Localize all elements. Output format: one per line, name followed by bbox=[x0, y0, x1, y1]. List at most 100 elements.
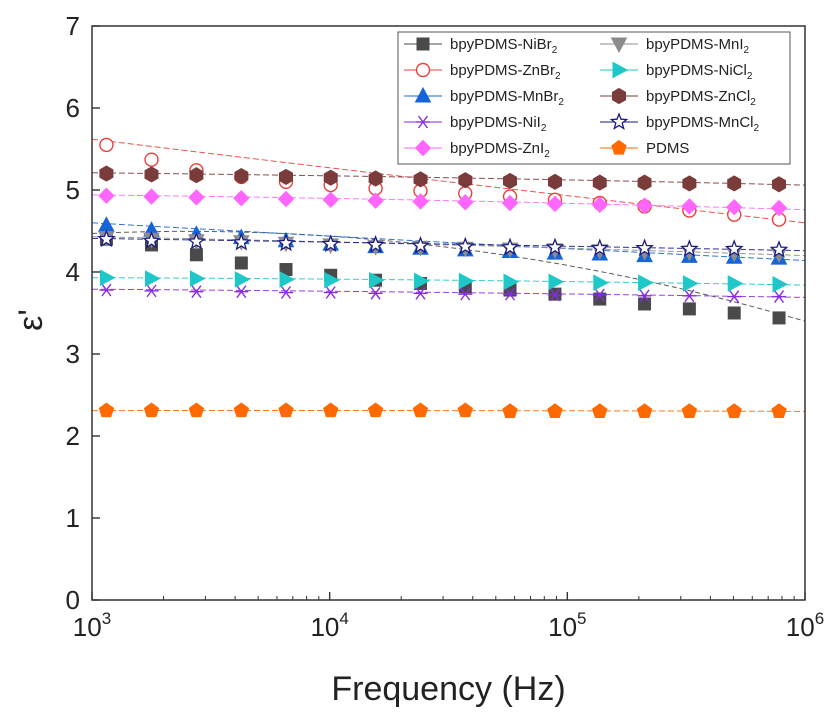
data-point-s8-11 bbox=[590, 238, 610, 257]
data-point-s8-10 bbox=[545, 237, 565, 256]
data-point-s9-6 bbox=[367, 402, 384, 418]
legend-label-2: bpyPDMS-MnBr2 bbox=[450, 88, 564, 108]
data-point-s3-2 bbox=[189, 285, 204, 299]
data-point-s3-13 bbox=[682, 289, 697, 303]
data-point-s7-5 bbox=[323, 169, 338, 186]
data-point-s3-11 bbox=[592, 288, 607, 302]
data-point-s8-12 bbox=[635, 238, 654, 257]
legend-marker-6 bbox=[612, 61, 629, 79]
data-point-s6-0 bbox=[99, 269, 116, 287]
legend-marker-5 bbox=[610, 37, 628, 54]
data-point-s8-13 bbox=[680, 239, 699, 257]
data-point-s6-4 bbox=[279, 271, 296, 288]
data-point-s9-14 bbox=[726, 403, 742, 418]
data-point-s4-7 bbox=[412, 193, 429, 210]
data-point-s4-11 bbox=[591, 196, 609, 214]
data-point-s9-1 bbox=[143, 402, 160, 418]
data-point-s6-11 bbox=[593, 274, 609, 292]
data-point-s4-2 bbox=[188, 189, 205, 206]
data-point-s0-2 bbox=[189, 248, 203, 262]
axis-ticks: 0 1 2 3 4 5 6 7 103 104 105 106 bbox=[66, 11, 825, 642]
data-point-s8-0 bbox=[97, 229, 116, 248]
legend-label-6: bpyPDMS-NiCl2 bbox=[646, 62, 753, 82]
legend-label-7: bpyPDMS-ZnCl2 bbox=[646, 88, 756, 108]
data-point-s7-9 bbox=[503, 172, 517, 190]
legend-label-0: bpyPDMS-NiBr2 bbox=[450, 36, 558, 56]
data-point-s6-3 bbox=[234, 271, 251, 288]
data-point-s7-6 bbox=[368, 170, 383, 187]
y-axis-title: ε' bbox=[12, 309, 50, 331]
data-point-s4-3 bbox=[233, 189, 250, 207]
data-point-s6-15 bbox=[772, 275, 789, 293]
data-point-s4-1 bbox=[143, 188, 160, 205]
data-point-s8-1 bbox=[142, 230, 161, 249]
fit-line-2 bbox=[91, 222, 806, 261]
data-point-s6-14 bbox=[727, 275, 744, 292]
data-point-s8-14 bbox=[724, 239, 744, 257]
x-tick-label-3: 103 bbox=[73, 609, 111, 642]
data-point-s9-0 bbox=[98, 402, 115, 418]
y-tick-label-3: 3 bbox=[66, 339, 80, 369]
data-point-s9-7 bbox=[412, 402, 429, 418]
data-point-s0-15 bbox=[772, 311, 786, 325]
data-point-s4-5 bbox=[322, 191, 339, 209]
data-point-s3-9 bbox=[503, 287, 518, 301]
data-point-s8-2 bbox=[187, 231, 206, 250]
legend: bpyPDMS-NiBr2 bpyPDMS-MnI2 bpyPDMS-ZnBr2 bp… bbox=[397, 31, 791, 165]
y-tick-label-0: 0 bbox=[66, 585, 80, 615]
legend-label-8: bpyPDMS-MnCl2 bbox=[646, 114, 760, 134]
data-point-s1-0 bbox=[99, 137, 114, 153]
data-point-s7-11 bbox=[592, 174, 607, 191]
data-point-s9-12 bbox=[636, 403, 653, 418]
data-point-s4-14 bbox=[725, 198, 743, 216]
data-point-s3-0 bbox=[99, 283, 114, 297]
data-point-s0-14 bbox=[727, 306, 741, 320]
data-point-s9-2 bbox=[188, 402, 205, 418]
data-point-s6-13 bbox=[682, 275, 699, 292]
data-point-s3-10 bbox=[547, 288, 562, 302]
data-point-s4-13 bbox=[681, 198, 698, 215]
data-point-s3-4 bbox=[278, 286, 293, 299]
data-point-s8-9 bbox=[500, 237, 520, 256]
y-tick-label-7: 7 bbox=[66, 11, 80, 41]
data-point-s7-8 bbox=[458, 172, 473, 189]
fit-line-3 bbox=[91, 288, 806, 298]
legend-marker-9 bbox=[611, 139, 627, 155]
data-point-s7-2 bbox=[189, 167, 204, 184]
data-point-s3-14 bbox=[727, 290, 742, 304]
data-point-s0-13 bbox=[682, 302, 696, 316]
data-point-s7-0 bbox=[99, 165, 114, 182]
data-point-s3-15 bbox=[772, 290, 787, 304]
legend-label-1: bpyPDMS-ZnBr2 bbox=[450, 62, 561, 82]
data-point-s8-4 bbox=[276, 233, 296, 252]
data-point-s7-3 bbox=[234, 168, 249, 185]
plot-frame bbox=[91, 25, 806, 601]
data-point-s3-3 bbox=[234, 285, 249, 299]
legend-marker-0 bbox=[416, 37, 430, 51]
fit-line-1 bbox=[91, 138, 806, 224]
data-point-s7-4 bbox=[279, 168, 293, 185]
data-point-s7-13 bbox=[682, 175, 697, 192]
data-point-s3-1 bbox=[144, 284, 159, 298]
data-point-s7-10 bbox=[548, 173, 562, 190]
data-point-s0-11 bbox=[593, 292, 607, 306]
data-point-s4-12 bbox=[636, 197, 653, 214]
data-point-s7-14 bbox=[727, 175, 742, 192]
legend-marker-3 bbox=[416, 115, 430, 129]
data-point-s0-12 bbox=[638, 297, 652, 311]
x-axis-title: Frequency (Hz) bbox=[331, 670, 565, 708]
data-point-s9-4 bbox=[278, 402, 294, 418]
data-point-s4-0 bbox=[98, 187, 115, 204]
data-point-s4-6 bbox=[367, 192, 384, 209]
data-point-s8-3 bbox=[231, 232, 251, 251]
data-point-s9-15 bbox=[771, 403, 787, 418]
data-point-s6-8 bbox=[458, 272, 475, 290]
data-point-s3-5 bbox=[323, 286, 338, 299]
data-point-s6-2 bbox=[189, 270, 206, 287]
y-tick-label-5: 5 bbox=[66, 175, 80, 205]
data-point-s6-7 bbox=[414, 272, 430, 290]
y-tick-label-6: 6 bbox=[66, 93, 80, 123]
data-point-s3-6 bbox=[368, 286, 383, 300]
y-tick-label-4: 4 bbox=[66, 257, 80, 287]
fit-line-0 bbox=[91, 230, 806, 322]
